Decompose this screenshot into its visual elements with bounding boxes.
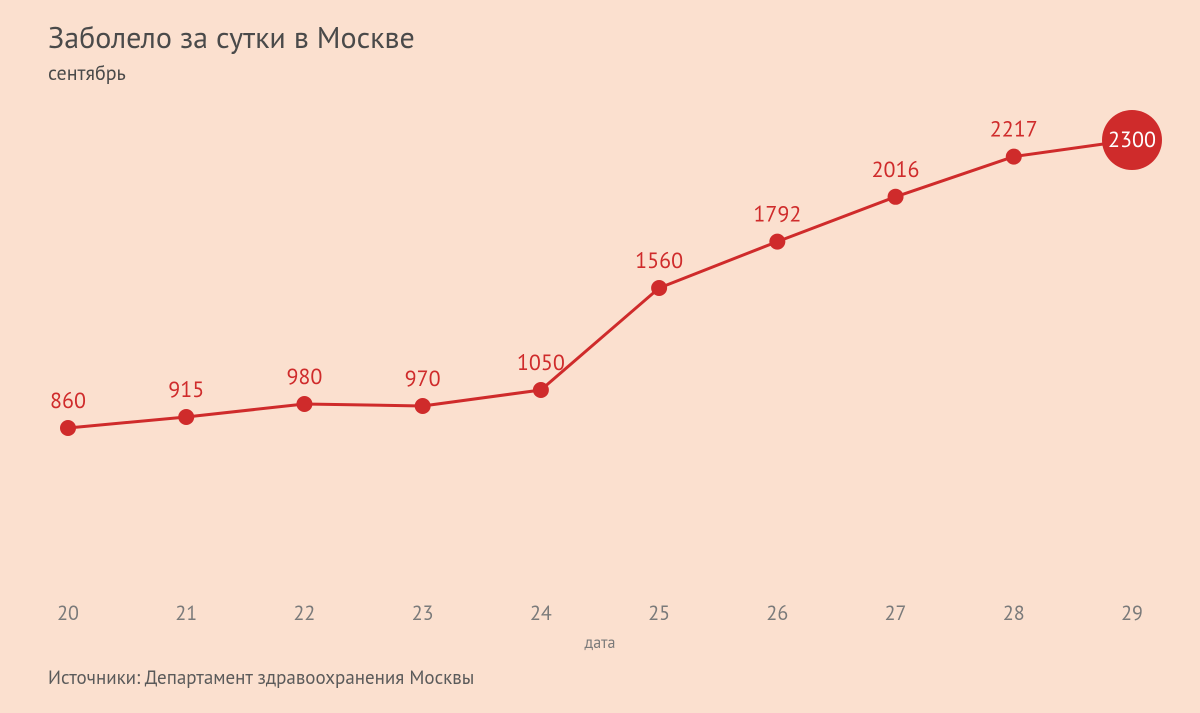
data-point	[178, 409, 194, 425]
x-tick-label: 26	[766, 600, 788, 626]
chart-container: Заболело за сутки в Москве сентябрь 860 915…	[0, 0, 1200, 713]
x-tick-label: 25	[648, 600, 670, 626]
x-tick-label: 27	[885, 600, 907, 626]
x-tick-label: 29	[1121, 600, 1143, 626]
data-point	[769, 234, 785, 250]
x-axis-label: дата	[585, 633, 616, 653]
data-point	[296, 396, 312, 412]
x-tick-label: 24	[530, 600, 552, 626]
x-tick-label: 22	[294, 600, 316, 626]
data-point	[415, 398, 431, 414]
data-value-label: 980	[286, 363, 322, 391]
data-point	[533, 382, 549, 398]
data-value-label: 2217	[990, 116, 1038, 144]
data-point	[1006, 149, 1022, 165]
data-value-label: 1050	[517, 349, 565, 377]
chart-subtitle: сентябрь	[48, 60, 126, 86]
x-tick-label: 21	[175, 600, 197, 626]
chart-title: Заболело за сутки в Москве	[48, 18, 415, 57]
data-value-label: 2300	[1108, 126, 1156, 154]
x-tick-label: 20	[57, 600, 79, 626]
data-value-label: 2016	[872, 156, 920, 184]
source-footer: Источники: Департамент здравоохранения М…	[48, 666, 474, 690]
data-value-label: 970	[405, 365, 441, 393]
data-point	[888, 189, 904, 205]
data-value-label: 860	[50, 387, 86, 415]
data-value-label: 915	[168, 376, 204, 404]
x-tick-label: 23	[412, 600, 434, 626]
data-value-label: 1792	[753, 201, 801, 229]
data-value-label: 1560	[635, 247, 683, 275]
data-point	[60, 420, 76, 436]
data-point	[651, 280, 667, 296]
x-tick-label: 28	[1003, 600, 1025, 626]
